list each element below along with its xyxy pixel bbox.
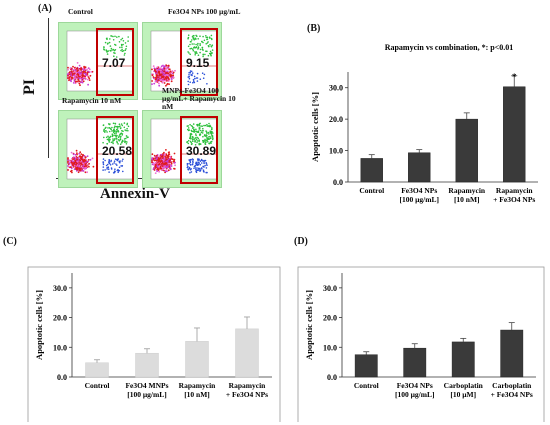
x-tick-label: Rapamycin [179,381,216,390]
x-tick-label: Rapamycin [229,381,266,390]
x-tick-label: Control [359,186,384,195]
panel-a-x-axis-line [56,178,221,179]
bar [451,341,475,378]
y-tick-label: 10.0 [323,343,337,352]
flow-plot [58,22,138,100]
bar [354,354,378,378]
flow-percent-value: 9.15 [186,56,210,70]
x-tick-label: [10 nM] [184,390,210,399]
y-axis-label: Apoptotic cells [%] [34,290,44,360]
chart-c: 0.0 10.0 20.0 30.0 Apoptotic cells [%] Contro… [27,266,281,422]
y-tick-label: 20.0 [53,314,67,323]
flow-scatter [66,28,134,96]
y-tick-label: 10.0 [53,343,67,352]
significance-mark: * [512,72,517,82]
y-tick-label: 0.0 [333,178,343,187]
x-tick-label: Fe3O4 MNPs [125,381,168,390]
bar [500,329,524,378]
flow-percent-value: 20.58 [102,144,133,158]
bar [185,341,209,378]
panel-c-label: (C) [3,236,17,247]
flow-plot-title: MNPs-Fe3O4 100 µg/mL+ Rapamycin 10 nM [162,86,236,111]
y-tick-label: 30.0 [329,84,343,93]
x-tick-label: + Fe3O4 NPs [491,390,533,399]
panel-a-y-axis-line [48,18,49,158]
y-tick-label: 20.0 [323,314,337,323]
x-tick-label: Control [85,381,110,390]
flow-plot-title: Control [68,7,93,16]
panel-b-label: (B) [307,23,321,34]
x-tick-label: [10 µM] [450,390,476,399]
panel-a-y-label: PI [21,79,38,95]
x-tick-label: Carboplatin [444,381,484,390]
chart-title: Rapamycin vs combination, *: p<0.01 [385,43,514,52]
x-tick-label: Carboplatin [492,381,532,390]
chart-d: 0.0 10.0 20.0 30.0 Apoptotic cells [%] Contro… [297,266,545,422]
x-tick-label: [100 µg/mL] [395,390,435,399]
x-tick-label: + Fe3O4 NPs [226,390,268,399]
flow-plot [142,110,222,188]
flow-scatter [66,116,134,184]
x-tick-label: Fe3O4 NPs [397,381,433,390]
flow-plot-title: Fe3O4 NPs 100 µg/mL [168,7,241,16]
bar [85,362,109,378]
bar [135,352,159,378]
x-tick-label: Rapamycin [496,186,533,195]
bar [235,328,259,378]
panel-a-label: (A) [38,3,52,14]
flow-plot [58,110,138,188]
bar [360,158,383,183]
y-tick-label: 30.0 [53,284,67,293]
bar [503,86,526,183]
x-tick-label: [10 nM] [454,195,480,204]
y-tick-label: 20.0 [329,115,343,124]
flow-percent-value: 30.89 [186,144,217,158]
chart-frame [27,266,281,422]
y-tick-label: 10.0 [329,147,343,156]
panel-d-label: (D) [294,236,308,247]
flow-plot [142,22,222,100]
y-axis-label: Apoptotic cells [%] [310,92,320,162]
x-tick-label: Fe3O4 NPs [401,186,437,195]
y-axis-label: Apoptotic cells [%] [304,290,314,360]
x-tick-label: [100 µg/mL] [127,390,167,399]
x-tick-label: [100 µg/mL] [399,195,439,204]
y-tick-label: 0.0 [327,373,337,382]
x-tick-label: Control [354,381,379,390]
y-tick-label: 0.0 [57,373,67,382]
flow-percent-value: 7.07 [102,56,126,70]
flow-plot-title: Rapamycin 10 nM [62,96,122,105]
x-tick-label: Rapamycin [448,186,485,195]
chart-frame [297,266,545,422]
flow-scatter [150,116,218,184]
x-tick-label: + Fe3O4 NPs [493,195,535,204]
panel-a-x-label: Annexin-V [100,186,171,202]
bar [403,347,427,378]
y-tick-label: 30.0 [323,284,337,293]
bar [455,118,478,183]
flow-scatter [150,28,218,96]
chart-b: Rapamycin vs combination, *: p<0.01 0.0 10… [310,43,538,204]
bar [408,152,431,183]
